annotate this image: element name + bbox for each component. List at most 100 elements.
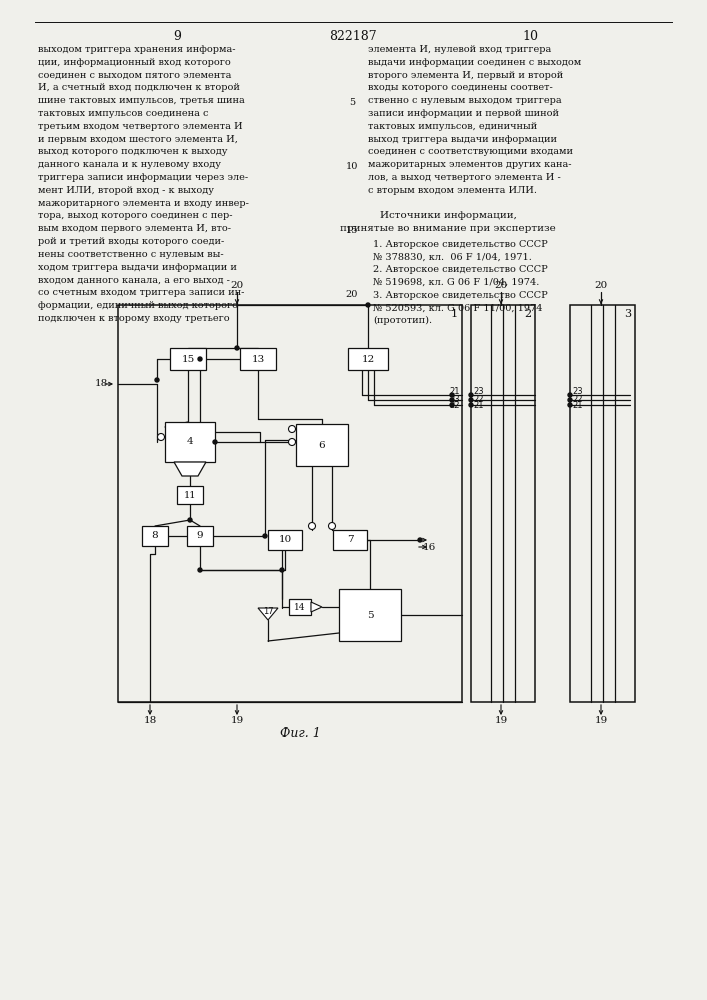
Text: Фиг. 1: Фиг. 1 bbox=[280, 727, 320, 740]
Text: 20: 20 bbox=[494, 281, 508, 290]
Text: соединен с выходом пятого элемента: соединен с выходом пятого элемента bbox=[38, 71, 231, 80]
Circle shape bbox=[288, 438, 296, 446]
Text: 13: 13 bbox=[252, 355, 264, 363]
Text: 6: 6 bbox=[319, 440, 325, 450]
Text: мажоритарного элемента и входу инвер-: мажоритарного элемента и входу инвер- bbox=[38, 199, 249, 208]
Circle shape bbox=[418, 538, 422, 542]
Text: мажоритарных элементов других кана-: мажоритарных элементов других кана- bbox=[368, 160, 571, 169]
Text: тактовых импульсов соединена с: тактовых импульсов соединена с bbox=[38, 109, 209, 118]
Text: выходом триггера хранения информа-: выходом триггера хранения информа- bbox=[38, 45, 235, 54]
Text: Источники информации,: Источники информации, bbox=[380, 211, 516, 220]
Text: 22: 22 bbox=[572, 394, 583, 403]
Text: 19: 19 bbox=[494, 716, 508, 725]
Text: соединен с соответствующими входами: соединен с соответствующими входами bbox=[368, 147, 573, 156]
Text: 10: 10 bbox=[522, 30, 538, 43]
Text: 9: 9 bbox=[173, 30, 181, 43]
Bar bbox=[348, 348, 388, 370]
Text: тактовых импульсов, единичный: тактовых импульсов, единичный bbox=[368, 122, 537, 131]
Bar bbox=[118, 305, 462, 702]
Circle shape bbox=[235, 346, 239, 350]
Text: 23: 23 bbox=[473, 387, 484, 396]
Text: входы которого соединены соответ-: входы которого соединены соответ- bbox=[368, 83, 553, 92]
Circle shape bbox=[450, 403, 454, 407]
Text: (прототип).: (прототип). bbox=[373, 316, 432, 325]
Text: 21: 21 bbox=[473, 400, 484, 410]
Text: третьим входом четвертого элемента И: третьим входом четвертого элемента И bbox=[38, 122, 243, 131]
Bar bbox=[240, 348, 276, 370]
Text: № 520593, кл. G 06 F 11/00, 1974: № 520593, кл. G 06 F 11/00, 1974 bbox=[373, 304, 542, 313]
Text: 20: 20 bbox=[230, 281, 244, 290]
Polygon shape bbox=[258, 608, 278, 620]
Text: формации, единичный выход которого: формации, единичный выход которого bbox=[38, 301, 238, 310]
Text: подключен к второму входу третьего: подключен к второму входу третьего bbox=[38, 314, 230, 323]
Text: рой и третий входы которого соеди-: рой и третий входы которого соеди- bbox=[38, 237, 224, 246]
Circle shape bbox=[213, 440, 217, 444]
Text: 15: 15 bbox=[346, 226, 358, 235]
Text: 10: 10 bbox=[279, 536, 291, 544]
Text: выход триггера выдачи информации: выход триггера выдачи информации bbox=[368, 135, 557, 144]
Text: 15: 15 bbox=[182, 355, 194, 363]
Circle shape bbox=[568, 393, 572, 397]
Text: 21: 21 bbox=[450, 387, 460, 396]
Circle shape bbox=[450, 398, 454, 402]
Text: 17: 17 bbox=[263, 607, 274, 616]
Bar bbox=[165, 422, 215, 462]
Text: 21: 21 bbox=[572, 400, 583, 410]
Circle shape bbox=[366, 303, 370, 307]
Circle shape bbox=[329, 522, 336, 530]
Text: 5: 5 bbox=[367, 610, 373, 619]
Text: 1: 1 bbox=[451, 309, 458, 319]
Text: № 378830, кл.  06 F 1/04, 1971.: № 378830, кл. 06 F 1/04, 1971. bbox=[373, 252, 532, 261]
Bar bbox=[177, 486, 203, 504]
Text: элемента И, нулевой вход триггера: элемента И, нулевой вход триггера bbox=[368, 45, 551, 54]
Text: мент ИЛИ, второй вход - к выходу: мент ИЛИ, второй вход - к выходу bbox=[38, 186, 214, 195]
Text: 20: 20 bbox=[346, 290, 358, 299]
Bar bbox=[142, 526, 168, 546]
Text: 16: 16 bbox=[423, 542, 436, 552]
Text: ходом триггера выдачи информации и: ходом триггера выдачи информации и bbox=[38, 263, 237, 272]
Text: входом данного канала, а его выход -: входом данного канала, а его выход - bbox=[38, 275, 230, 284]
Text: лов, а выход четвертого элемента И -: лов, а выход четвертого элемента И - bbox=[368, 173, 561, 182]
Circle shape bbox=[263, 534, 267, 538]
Bar bbox=[187, 526, 213, 546]
Circle shape bbox=[198, 357, 202, 361]
Text: второго элемента И, первый и второй: второго элемента И, первый и второй bbox=[368, 71, 563, 80]
Text: 11: 11 bbox=[184, 490, 197, 499]
Bar bbox=[333, 530, 367, 550]
Bar bbox=[570, 305, 635, 702]
Circle shape bbox=[469, 403, 473, 407]
Text: шине тактовых импульсов, третья шина: шине тактовых импульсов, третья шина bbox=[38, 96, 245, 105]
Text: триггера записи информации через эле-: триггера записи информации через эле- bbox=[38, 173, 248, 182]
Text: № 519698, кл. G 06 F 1/04, 1974.: № 519698, кл. G 06 F 1/04, 1974. bbox=[373, 278, 539, 287]
Bar bbox=[471, 305, 535, 702]
Text: 8: 8 bbox=[152, 532, 158, 540]
Text: выход которого подключен к выходу: выход которого подключен к выходу bbox=[38, 147, 228, 156]
Bar bbox=[170, 348, 206, 370]
Circle shape bbox=[288, 426, 296, 432]
Text: данного канала и к нулевому входу: данного канала и к нулевому входу bbox=[38, 160, 221, 169]
Circle shape bbox=[155, 378, 159, 382]
Polygon shape bbox=[311, 602, 322, 612]
Circle shape bbox=[188, 518, 192, 522]
Text: записи информации и первой шиной: записи информации и первой шиной bbox=[368, 109, 559, 118]
Text: тора, выход которого соединен с пер-: тора, выход которого соединен с пер- bbox=[38, 211, 233, 220]
Text: с вторым входом элемента ИЛИ.: с вторым входом элемента ИЛИ. bbox=[368, 186, 537, 195]
Bar bbox=[296, 424, 348, 466]
Circle shape bbox=[469, 398, 473, 402]
Text: принятые во внимание при экспертизе: принятые во внимание при экспертизе bbox=[340, 224, 556, 233]
Text: 22: 22 bbox=[473, 394, 484, 403]
Text: со счетным входом триггера записи ин-: со счетным входом триггера записи ин- bbox=[38, 288, 245, 297]
Text: 18: 18 bbox=[95, 379, 108, 388]
Text: 9: 9 bbox=[197, 532, 204, 540]
Text: выдачи информации соединен с выходом: выдачи информации соединен с выходом bbox=[368, 58, 581, 67]
Text: нены соответственно с нулевым вы-: нены соответственно с нулевым вы- bbox=[38, 250, 223, 259]
Text: 822187: 822187 bbox=[329, 30, 377, 43]
Polygon shape bbox=[174, 462, 206, 476]
Text: 14: 14 bbox=[294, 602, 305, 611]
Circle shape bbox=[450, 393, 454, 397]
Circle shape bbox=[198, 568, 202, 572]
Circle shape bbox=[158, 434, 165, 440]
Text: 5: 5 bbox=[349, 98, 355, 107]
Text: 18: 18 bbox=[144, 716, 157, 725]
Text: 10: 10 bbox=[346, 162, 358, 171]
